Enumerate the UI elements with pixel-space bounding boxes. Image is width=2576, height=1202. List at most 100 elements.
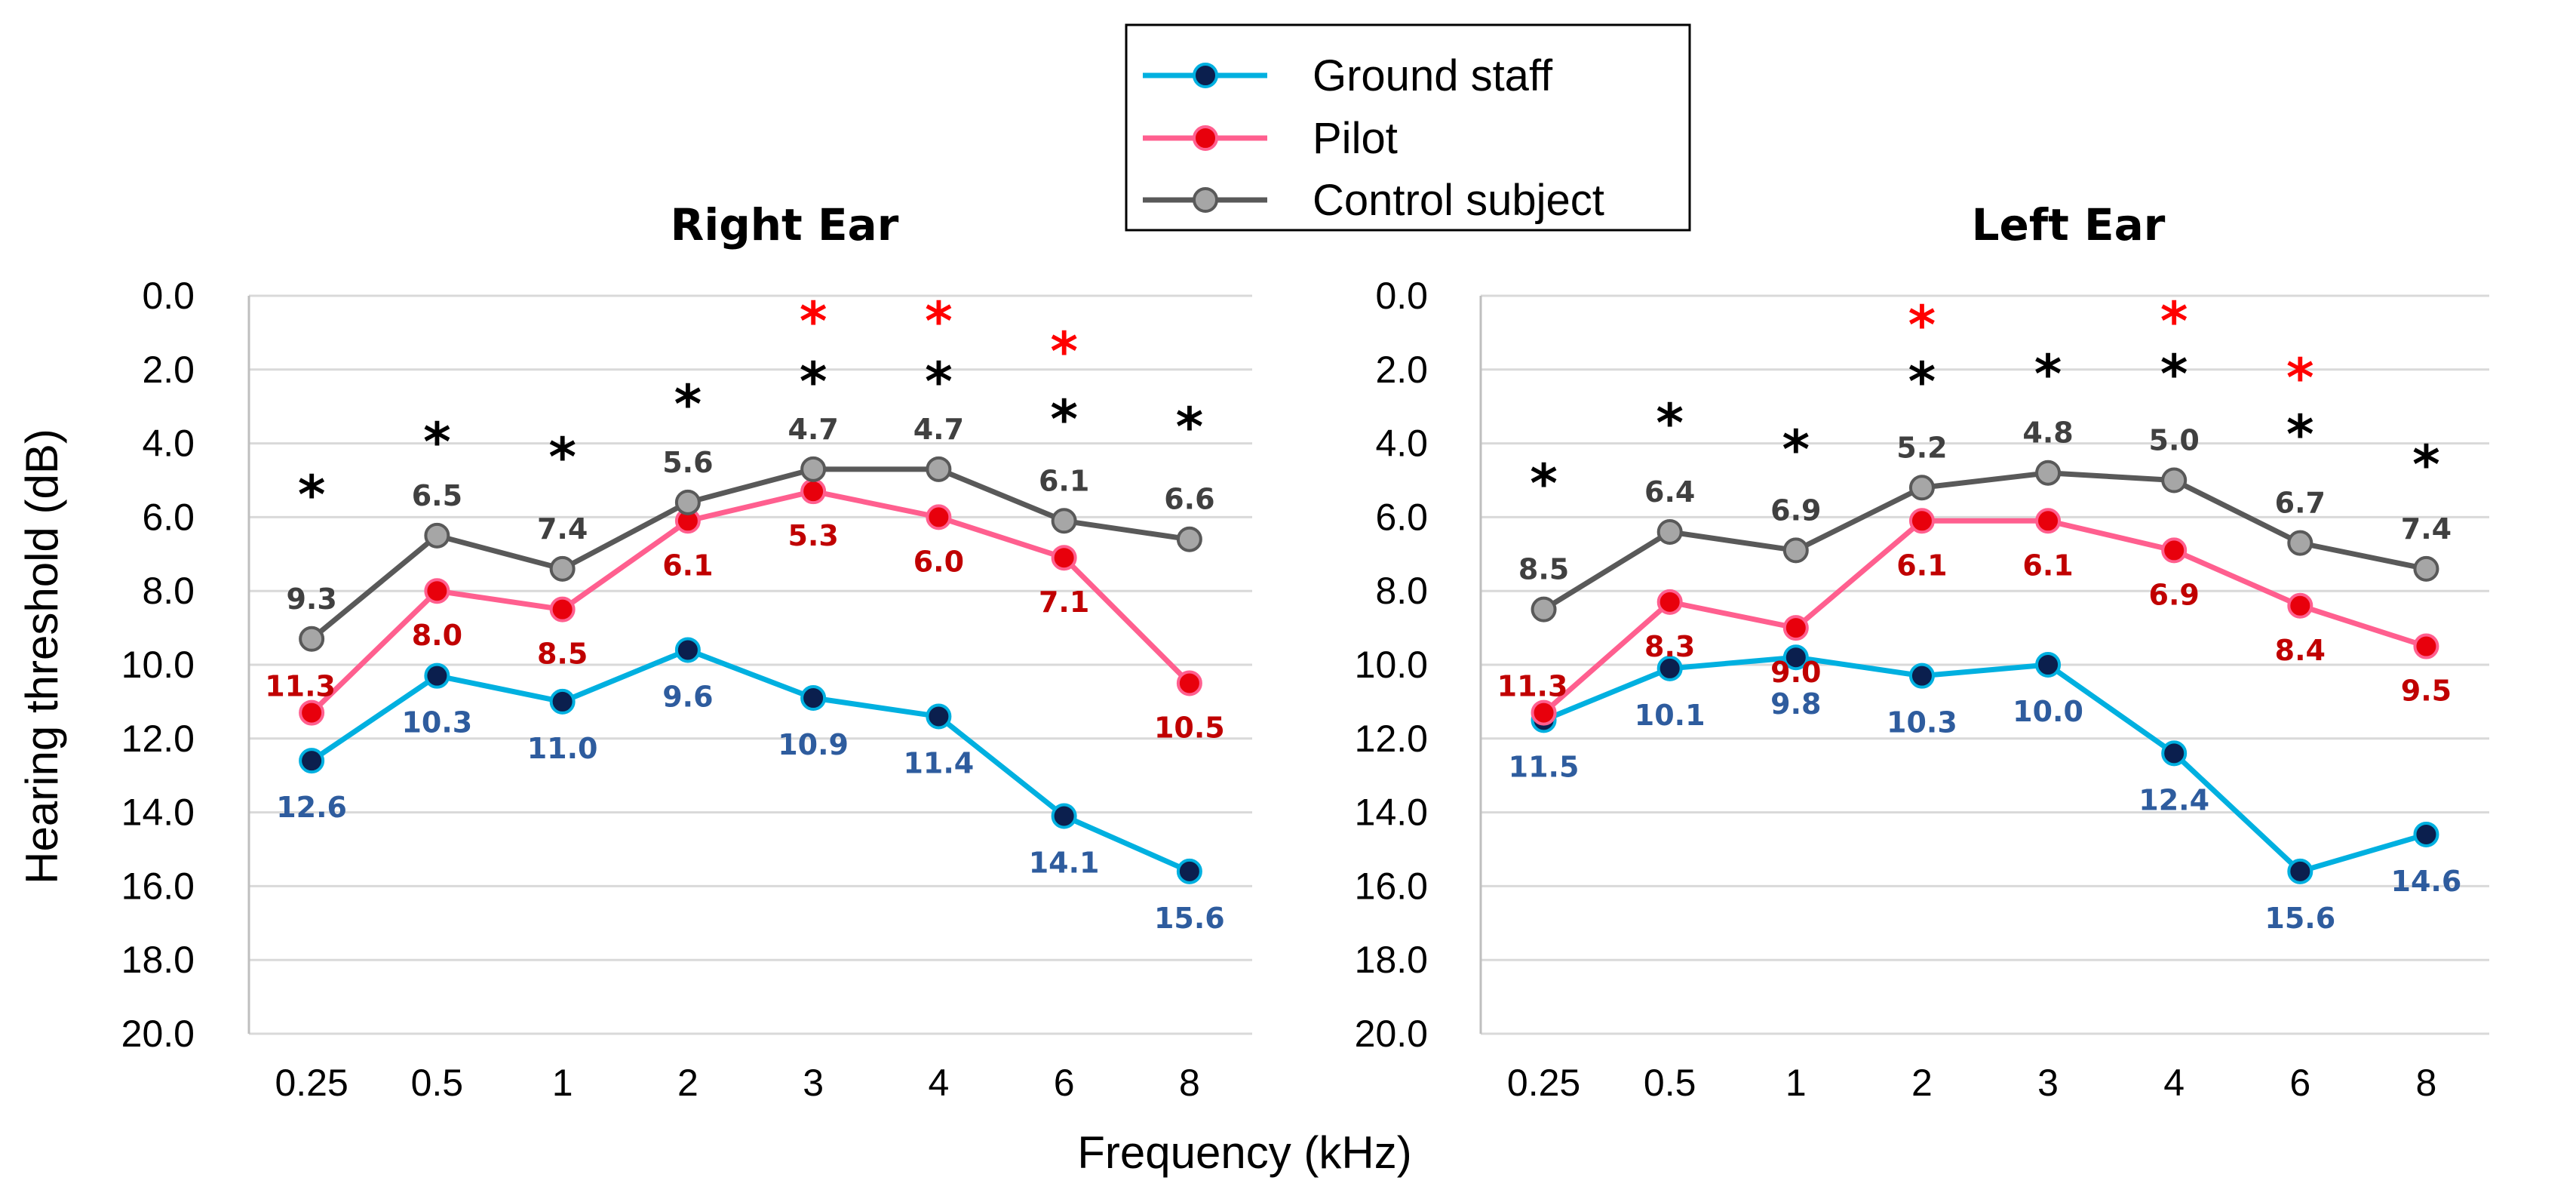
x-tick-label: 3 [803,1062,824,1104]
y-tick-label: 0.0 [1375,275,1428,317]
series-line-control-subject [1542,470,2427,612]
y-tick-label: 10.0 [1355,644,1428,686]
data-label-control-subject: 4.8 [2022,417,2073,450]
series-line-pilot [1542,518,2427,715]
significance-star-black: * [2286,404,2314,466]
data-point-ground-staff [549,688,576,715]
series-line-ground-staff [310,647,1191,875]
data-point-control-subject [549,555,576,582]
x-tick-label: 0.5 [411,1062,464,1104]
y-tick-label: 14.0 [121,792,195,834]
y-tick-label: 6.0 [142,496,195,538]
data-label-ground-staff: 15.6 [1154,902,1225,935]
y-tick-label: 2.0 [142,349,195,391]
data-point-ground-staff [1656,655,1683,681]
significance-star-black: * [1908,351,1936,413]
data-point-ground-staff [1908,662,1935,689]
significance-star-red: * [800,291,827,352]
data-point-pilot [1656,589,1683,615]
data-label-control-subject: 4.7 [913,413,964,446]
data-point-ground-staff [674,637,701,663]
data-point-ground-staff [424,662,450,689]
data-point-pilot [2161,537,2188,564]
data-label-control-subject: 6.6 [1164,483,1214,516]
data-label-control-subject: 6.4 [1644,475,1695,509]
data-label-ground-staff: 10.3 [401,706,472,739]
data-point-pilot [2413,633,2439,659]
data-point-control-subject [2413,555,2439,582]
x-tick-label: 0.25 [275,1062,348,1104]
data-label-control-subject: 9.3 [286,583,336,616]
y-tick-label: 18.0 [1355,939,1428,981]
data-point-control-subject [2287,530,2313,556]
data-label-pilot: 11.3 [265,670,336,703]
y-tick-label: 8.0 [1375,570,1428,612]
y-tick-label: 18.0 [121,939,195,981]
x-axis-title: Frequency (kHz) [1077,1127,1411,1178]
data-label-pilot: 8.4 [2275,634,2326,667]
data-point-pilot [1782,615,1809,641]
data-label-ground-staff: 10.1 [1635,699,1706,732]
legend: Ground staff Pilot Control subject [1125,23,1691,232]
significance-star-red: * [2286,347,2314,409]
y-tick-label: 4.0 [142,423,195,465]
data-point-pilot [1051,545,1077,571]
x-tick-label: 6 [1054,1062,1075,1104]
data-label-control-subject: 7.4 [537,512,588,546]
x-tick-label: 4 [928,1062,949,1104]
data-point-control-subject [1656,518,1683,545]
data-point-control-subject [1176,526,1202,552]
data-label-control-subject: 5.6 [662,446,713,479]
significance-star-red: * [2160,291,2188,352]
data-point-control-subject [424,522,450,549]
x-tick-label: 8 [1179,1062,1200,1104]
significance-star-black: * [298,464,326,526]
data-label-control-subject: 6.5 [412,479,462,512]
x-tick-label: 1 [1785,1062,1807,1104]
data-point-ground-staff [2413,821,2439,847]
data-point-control-subject [299,626,325,652]
data-label-pilot: 10.5 [1154,711,1225,744]
data-point-control-subject [1908,475,1935,501]
data-label-ground-staff: 15.6 [2264,902,2335,935]
data-label-pilot: 6.1 [662,549,713,582]
data-label-pilot: 9.0 [1770,656,1821,689]
data-label-ground-staff: 11.0 [527,732,598,765]
y-tick-label: 0.0 [142,275,195,317]
data-label-pilot: 9.5 [2401,675,2452,708]
significance-star-red: * [1908,294,1936,356]
data-label-ground-staff: 10.0 [2013,695,2083,728]
data-point-pilot [549,596,576,623]
data-point-ground-staff [1051,803,1077,829]
data-point-control-subject [1782,537,1809,564]
data-label-ground-staff: 14.1 [1029,846,1100,879]
data-label-control-subject: 4.7 [788,413,838,446]
data-label-pilot: 8.3 [1644,630,1695,663]
data-label-ground-staff: 11.4 [903,746,974,779]
data-label-control-subject: 5.2 [1896,431,1947,464]
chart-panels: Right Ear0.02.04.06.08.010.012.014.016.0… [121,199,2489,1104]
y-tick-label: 20.0 [1355,1013,1428,1055]
data-label-ground-staff: 11.5 [1509,750,1580,783]
data-point-ground-staff [2161,740,2188,767]
y-tick-label: 10.0 [121,644,195,686]
significance-star-black: * [1176,396,1204,458]
significance-star-black: * [548,426,576,488]
significance-star-black: * [423,411,451,473]
legend-label-pilot: Pilot [1313,114,1398,163]
y-tick-label: 12.0 [121,718,195,760]
y-tick-label: 2.0 [1375,349,1428,391]
data-point-control-subject [800,456,827,482]
data-point-pilot [1531,699,1557,726]
data-point-pilot [1908,508,1935,534]
x-tick-label: 2 [677,1062,698,1104]
significance-star-black: * [2160,343,2188,405]
data-point-control-subject [674,489,701,515]
data-point-control-subject [2035,460,2062,486]
significance-star-red: * [1050,321,1078,383]
significance-star-red: * [925,291,953,352]
significance-star-black: * [674,374,702,435]
data-point-ground-staff [1176,858,1202,884]
data-point-pilot [2035,508,2062,534]
data-point-pilot [800,478,827,505]
